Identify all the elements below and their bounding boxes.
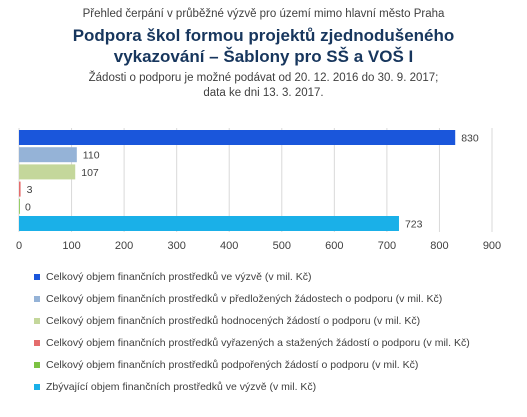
x-tick-label-900: 900 <box>483 240 501 252</box>
legend-label-5: Zbývající objem finančních prostředků ve… <box>46 381 317 393</box>
x-tick-label-600: 600 <box>325 240 343 252</box>
legend-swatch-3 <box>34 340 40 346</box>
x-tick-label-300: 300 <box>167 240 185 252</box>
legend-label-1: Celkový objem finančních prostředků v př… <box>46 293 443 305</box>
bar-value-label-4: 0 <box>25 201 31 213</box>
bar-0 <box>19 130 456 145</box>
bar-3 <box>19 181 21 197</box>
bar-4 <box>19 198 20 214</box>
legend-label-4: Celkový objem finančních prostředků podp… <box>46 359 419 371</box>
legend-label-3: Celkový objem finančních prostředků vyřa… <box>46 337 470 349</box>
bar-1 <box>19 147 77 163</box>
bar-value-label-5: 723 <box>405 219 423 231</box>
bar-value-label-1: 110 <box>83 150 100 162</box>
chart-subtitle-line-1: Žádosti o podporu je možné podávat od 20… <box>88 72 439 84</box>
bar-2 <box>19 164 76 180</box>
x-tick-label-0: 0 <box>16 240 22 252</box>
legend-swatch-5 <box>34 384 40 390</box>
bar-chart: 0 100 200 300 400 500 600 700 800 900 830 110 107 3 0 7… <box>16 128 501 252</box>
chart-title-line-2: vykazování – Šablony pro SŠ a VOŠ I <box>113 47 414 66</box>
chart-supertitle: Přehled čerpání v průběžné výzvě pro úze… <box>82 8 445 20</box>
bar-value-label-0: 830 <box>461 133 479 145</box>
legend-swatch-0 <box>34 274 40 280</box>
bar-value-label-3: 3 <box>27 184 33 196</box>
legend-swatch-1 <box>34 296 40 302</box>
chart-title: Podpora škol formou projektů zjednodušen… <box>0 25 527 67</box>
x-tick-label-200: 200 <box>115 240 133 252</box>
legend-swatch-4 <box>34 362 40 368</box>
chart-title-line-1: Podpora škol formou projektů zjednodušen… <box>72 26 455 45</box>
x-tick-label-400: 400 <box>220 240 238 252</box>
legend-swatch-2 <box>34 318 40 324</box>
x-tick-label-100: 100 <box>62 240 80 252</box>
x-tick-label-500: 500 <box>273 240 291 252</box>
x-tick-label-800: 800 <box>430 240 448 252</box>
legend-label-0: Celkový objem finančních prostředků ve v… <box>46 271 312 283</box>
chart-subtitle-line-2: data ke dni 13. 3. 2017. <box>203 87 324 99</box>
legend-label-2: Celkový objem finančních prostředků hodn… <box>46 315 421 327</box>
bar-5 <box>19 216 399 231</box>
bar-value-label-2: 107 <box>81 167 99 179</box>
x-tick-label-700: 700 <box>378 240 396 252</box>
chart-subtitle: Žádosti o podporu je možné podávat od 20… <box>0 71 527 101</box>
